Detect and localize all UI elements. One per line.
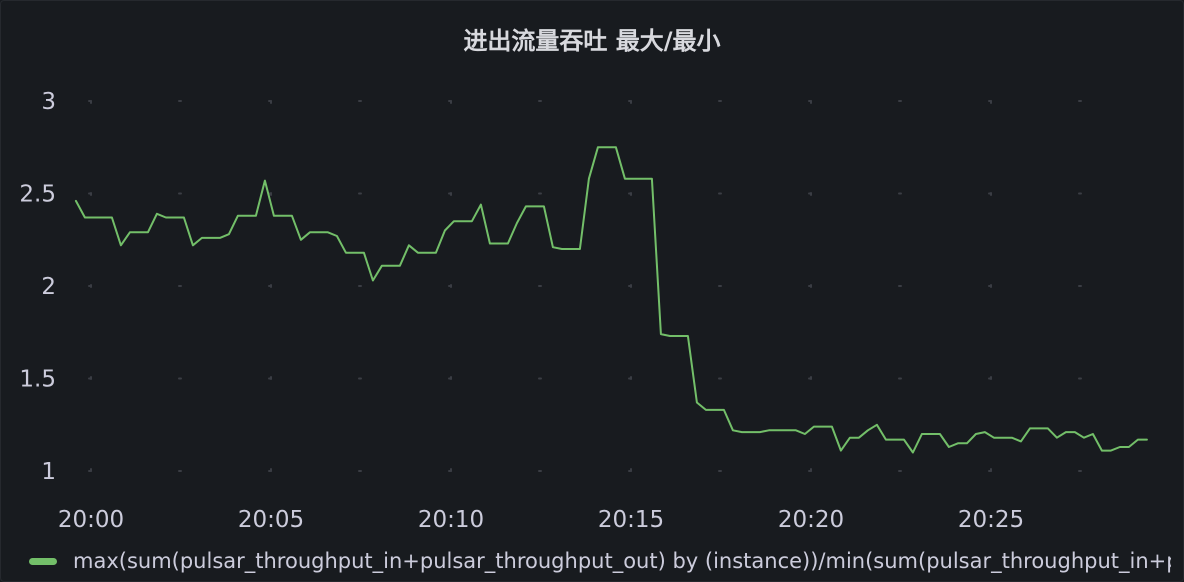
legend[interactable]: max(sum(pulsar_throughput_in+pulsar_thro… bbox=[29, 544, 1171, 578]
x-tick-label: 20:10 bbox=[418, 507, 484, 533]
series-layer bbox=[74, 146, 1148, 454]
y-tick-label: 3 bbox=[41, 89, 56, 115]
x-axis: 20:00 20:05 20:10 20:15 20:20 20:25 bbox=[58, 507, 1024, 533]
x-tick-label: 20:15 bbox=[598, 507, 664, 533]
x-tick-label: 20:00 bbox=[58, 507, 124, 533]
y-tick-label: 1 bbox=[41, 459, 56, 485]
x-tick-label: 20:20 bbox=[778, 507, 844, 533]
legend-swatch bbox=[29, 557, 57, 565]
y-tick-label: 1.5 bbox=[19, 367, 56, 393]
y-tick-label: 2 bbox=[41, 274, 56, 300]
x-tick-label: 20:25 bbox=[958, 507, 1024, 533]
series-line bbox=[74, 146, 1148, 454]
x-tick-label: 20:05 bbox=[238, 507, 304, 533]
line-chart: 1 1.5 2 2.5 3 20:00 20:05 20:10 20:15 20:20 20:25 bbox=[19, 89, 1154, 533]
legend-label[interactable]: max(sum(pulsar_throughput_in+pulsar_thro… bbox=[73, 549, 1171, 573]
panel-title: 进出流量吞吐 最大/最小 bbox=[463, 27, 721, 55]
y-tick-label: 2.5 bbox=[19, 182, 56, 208]
y-axis: 1 1.5 2 2.5 3 bbox=[19, 89, 56, 485]
grid-layer bbox=[88, 100, 1154, 472]
